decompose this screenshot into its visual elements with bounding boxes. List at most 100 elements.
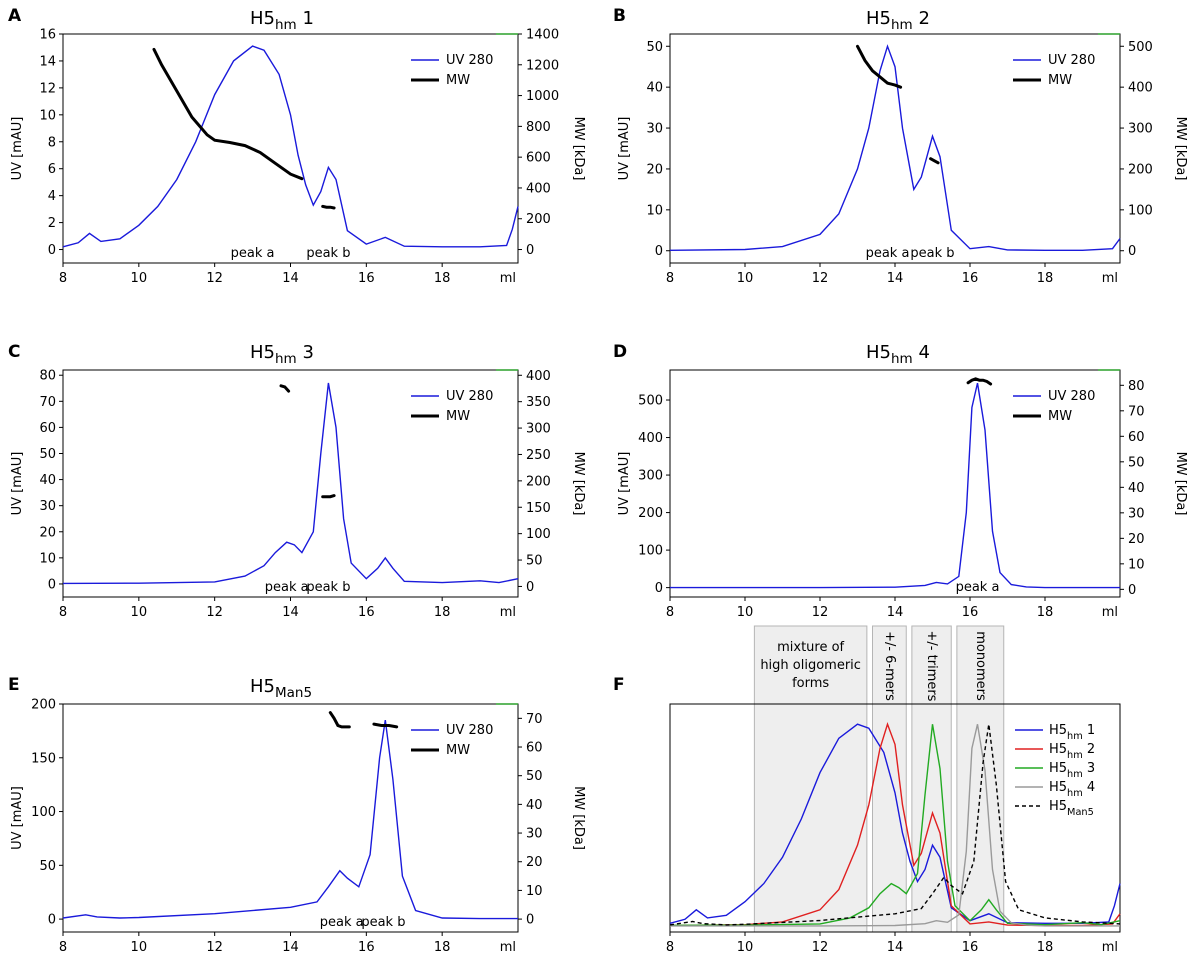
- y2-tick-label-C: 300: [526, 422, 551, 437]
- region-band-1: [872, 625, 907, 933]
- panel-title-A-suffix: 1: [297, 8, 314, 29]
- x-tick-label-D: 16: [962, 605, 979, 620]
- legend-label-F-1: H5hm 2: [1049, 742, 1095, 761]
- legend-label-uv-E: UV 280: [446, 723, 493, 738]
- y2-axis-label-B: MW [kDa]: [1173, 117, 1188, 181]
- panel-title-C-suffix: 3: [297, 342, 314, 363]
- mw-trace-E: [328, 711, 351, 729]
- panel-C: C H5hm 3 8 10 12 14 16 18 ml 0 10 20 30 40 50 60 70 80 0 50…: [8, 342, 586, 620]
- panel-title-D-sub: hm: [891, 351, 913, 367]
- y-tick-label-D: 400: [638, 431, 663, 446]
- y-tick-label-B: 20: [646, 162, 663, 177]
- mw-trace-E: [372, 722, 399, 729]
- y-tick-label-A: 10: [39, 108, 56, 123]
- x-tick-label-C: 8: [59, 605, 67, 620]
- y2-tick-label-E: 30: [526, 827, 543, 842]
- x-tick-label-F: 10: [737, 940, 754, 955]
- legend-label-F-1-sub: hm: [1067, 750, 1083, 761]
- y-tick-label-E: 100: [31, 805, 56, 820]
- legend-label-F-4-base: H5: [1049, 799, 1067, 814]
- x-tick-label-A: 10: [131, 271, 148, 286]
- legend-label-F-2-base: H5: [1049, 761, 1067, 776]
- y-tick-label-B: 40: [646, 81, 663, 96]
- y2-tick-label-C: 0: [526, 580, 534, 595]
- x-tick-label-B: 18: [1037, 271, 1054, 286]
- y-tick-label-B: 30: [646, 122, 663, 137]
- y-tick-label-E: 200: [31, 698, 56, 713]
- peak-annotation-A: peak b: [306, 246, 350, 261]
- y2-tick-label-D: 60: [1128, 430, 1145, 445]
- y2-tick-label-C: 100: [526, 527, 551, 542]
- x-tick-label-F: 14: [887, 940, 904, 955]
- panel-title-D: H5hm 4: [866, 342, 930, 367]
- panel-title-B-sub: hm: [891, 17, 913, 33]
- legend-label-F-4: H5Man5: [1049, 799, 1094, 818]
- y-axis-label-B: UV [mAU]: [617, 117, 632, 181]
- y2-tick-label-D: 20: [1128, 532, 1145, 547]
- legend-label-F-1-base: H5: [1049, 742, 1067, 757]
- y2-tick-label-A: 400: [526, 181, 551, 196]
- y2-tick-label-B: 100: [1128, 203, 1153, 218]
- panel-title-A-base: H5: [250, 8, 275, 29]
- x-axis-label-C: ml: [500, 605, 516, 620]
- y-tick-label-A: 14: [39, 54, 56, 69]
- y2-tick-label-A: 800: [526, 120, 551, 135]
- legend-label-uv-D: UV 280: [1048, 389, 1095, 404]
- y2-tick-label-C: 250: [526, 448, 551, 463]
- y-tick-label-A: 6: [48, 162, 56, 177]
- y-tick-label-C: 40: [39, 473, 56, 488]
- y2-tick-label-B: 200: [1128, 162, 1153, 177]
- panel-letter-F: F: [613, 675, 625, 695]
- x-tick-label-F: 16: [962, 940, 979, 955]
- y2-tick-label-E: 0: [526, 913, 534, 928]
- mw-trace-B: [856, 44, 903, 89]
- legend-label-F-3: H5hm 4: [1049, 780, 1095, 799]
- x-tick-label-D: 10: [737, 605, 754, 620]
- panel-title-A-sub: hm: [275, 17, 297, 33]
- x-tick-label-C: 18: [434, 605, 451, 620]
- y-tick-label-A: 2: [48, 216, 56, 231]
- series-line-3: [670, 724, 1120, 927]
- peak-annotation-D: peak a: [956, 580, 1000, 595]
- panel-E: E H5Man5 8 10 12 14 16 18 ml 0 50 100 150 200 0 10 20 30 4…: [8, 675, 586, 955]
- y-tick-label-E: 50: [39, 859, 56, 874]
- series-line-1: [669, 722, 1121, 927]
- y2-tick-label-E: 10: [526, 884, 543, 899]
- plot-frame-E: [62, 703, 519, 933]
- x-tick-label-F: 18: [1037, 940, 1054, 955]
- y2-tick-label-D: 40: [1128, 481, 1145, 496]
- y-tick-label-C: 0: [48, 577, 56, 592]
- y2-tick-label-D: 50: [1128, 455, 1145, 470]
- y2-tick-label-D: 10: [1128, 557, 1145, 572]
- plot-frame-D: [669, 369, 1121, 598]
- legend-label-mw-C: MW: [446, 409, 470, 424]
- region-label-line: high oligomeric: [760, 658, 861, 673]
- x-tick-label-A: 12: [206, 271, 223, 286]
- y2-tick-label-D: 70: [1128, 404, 1145, 419]
- uv-trace-C: [62, 382, 519, 585]
- y-tick-label-C: 10: [39, 551, 56, 566]
- panel-title-E-base: H5: [250, 676, 275, 697]
- mw-trace-A: [152, 47, 304, 181]
- peak-annotation-C: peak b: [306, 580, 350, 595]
- y-tick-label-C: 60: [39, 421, 56, 436]
- legend-label-F-0-sub: hm: [1067, 731, 1083, 742]
- x-tick-label-C: 16: [358, 605, 375, 620]
- panel-title-D-suffix: 4: [913, 342, 930, 363]
- x-tick-label-A: 14: [282, 271, 299, 286]
- legend-label-uv-A: UV 280: [446, 53, 493, 68]
- x-tick-label-D: 8: [666, 605, 674, 620]
- panel-title-C-base: H5: [250, 342, 275, 363]
- y-axis-label-E: UV [mAU]: [10, 786, 25, 850]
- mw-trace-A: [321, 204, 336, 210]
- x-tick-label-B: 10: [737, 271, 754, 286]
- region-label-3: monomers: [973, 631, 988, 701]
- region-label-line: forms: [792, 676, 829, 691]
- x-tick-label-A: 18: [434, 271, 451, 286]
- panel-letter-A: A: [8, 6, 22, 26]
- panel-title-C: H5hm 3: [250, 342, 314, 367]
- legend-label-F-0-base: H5: [1049, 723, 1067, 738]
- uv-trace-D: [670, 382, 1120, 589]
- y-tick-label-A: 16: [39, 28, 56, 43]
- peak-annotation-A: peak a: [231, 246, 275, 261]
